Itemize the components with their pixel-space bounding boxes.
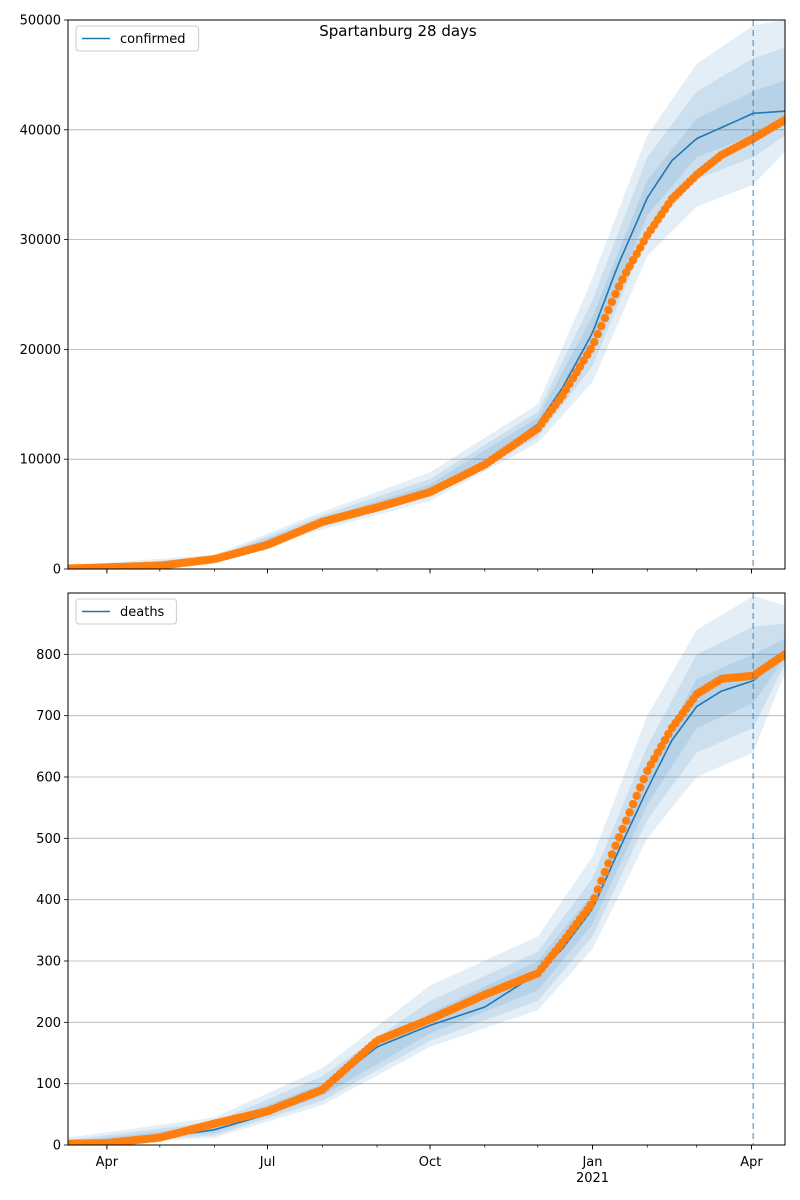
observed-point (593, 329, 602, 339)
observed-point (597, 321, 606, 331)
legend: deaths (75, 598, 177, 625)
legend: confirmed (75, 25, 200, 52)
observed-point (593, 885, 602, 894)
legend-label: deaths (120, 605, 165, 620)
observed-point (611, 289, 620, 299)
axes-frame (67, 592, 786, 1146)
y-tick-label: 30000 (20, 233, 61, 248)
observed-point (653, 748, 662, 757)
observed-point (597, 876, 606, 885)
x-tick-sublabel: 2021 (576, 1171, 609, 1186)
y-tick-label: 300 (36, 955, 61, 970)
y-tick-label: 50000 (20, 14, 61, 29)
figure-title: Spartanburg 28 days (319, 22, 477, 40)
legend-box (75, 25, 200, 52)
observed-point (586, 344, 595, 354)
confirmed-chart: 0 10000 20000 30000 40000 50000 confirmed (20, 14, 786, 578)
observed-point (632, 791, 641, 800)
observed-point (643, 766, 652, 776)
y-tick-label: 800 (36, 648, 61, 663)
observed-point (780, 650, 785, 659)
legend-label: confirmed (120, 32, 186, 47)
uncertainty-band-outer (68, 596, 785, 1145)
y-tick-label: 20000 (20, 343, 61, 358)
observed-point (618, 824, 627, 834)
y-tick-label: 0 (53, 1139, 61, 1154)
observed-point (639, 237, 648, 246)
uncertainty-band-outer (68, 20, 785, 569)
observed-point (600, 867, 610, 877)
observed-point (600, 313, 610, 323)
observed-point (586, 900, 595, 910)
observed-point (657, 742, 666, 751)
y-tick-label: 200 (36, 1016, 61, 1031)
observed-point (625, 262, 634, 271)
observed-point (628, 799, 638, 809)
observed-point (621, 268, 631, 277)
observed-point (646, 760, 655, 769)
observed-point (590, 894, 599, 903)
observed-point (607, 850, 617, 859)
legend-box (75, 598, 177, 625)
observed-point (660, 736, 670, 745)
observed-point (607, 297, 617, 307)
observed-points (68, 115, 785, 569)
x-tick-label: Oct (419, 1155, 441, 1170)
observed-point (614, 833, 624, 842)
x-tick-label: Apr (740, 1155, 763, 1170)
observed-point (780, 115, 785, 125)
y-tick-label: 600 (36, 771, 61, 786)
uncertainty-band-middle (68, 47, 785, 569)
observed-point (664, 729, 673, 739)
observed-point (639, 775, 648, 784)
observed-point (650, 754, 659, 763)
uncertainty-band-inner (68, 639, 785, 1145)
observed-point (632, 249, 641, 259)
x-tick-label: Jan (581, 1155, 602, 1170)
y-tick-label: 10000 (20, 453, 61, 468)
observed-points (68, 650, 785, 1145)
y-tick-label: 0 (53, 563, 61, 578)
observed-point (621, 816, 631, 825)
y-tick-label: 500 (36, 832, 61, 847)
observed-point (614, 282, 624, 291)
observed-point (590, 337, 599, 347)
observed-point (625, 808, 634, 817)
y-tick-label: 40000 (20, 123, 61, 138)
x-tick-label: Apr (96, 1155, 119, 1170)
observed-point (604, 305, 613, 315)
y-tick-label: 100 (36, 1077, 61, 1092)
axes-frame (67, 19, 786, 570)
deaths-chart: 0 100 200 300 400 500 600 700 800 Apr Jul Oct Jan202… (36, 592, 786, 1186)
observed-point (636, 243, 645, 252)
y-tick-label: 400 (36, 893, 61, 908)
uncertainty-band-middle (68, 623, 785, 1145)
observed-point (611, 841, 620, 850)
uncertainty-band-inner (68, 80, 785, 569)
observed-point (618, 275, 627, 284)
y-tick-label: 700 (36, 709, 61, 724)
observed-point (636, 783, 645, 792)
observed-point (628, 255, 638, 265)
observed-point (604, 859, 613, 868)
x-tick-label: Jul (259, 1155, 276, 1170)
